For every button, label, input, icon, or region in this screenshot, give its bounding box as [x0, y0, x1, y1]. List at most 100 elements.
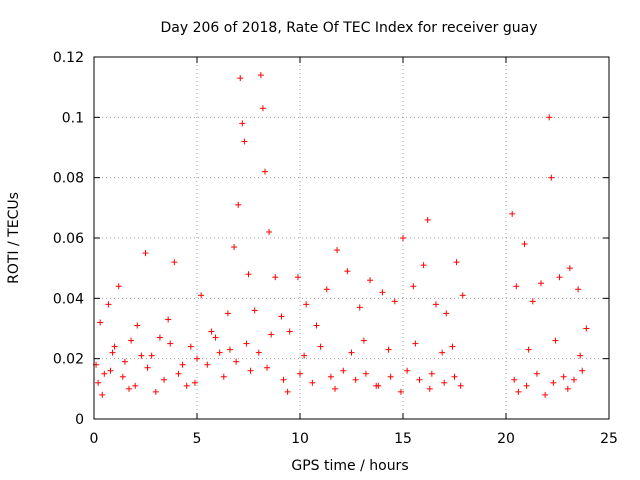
data-point [529, 298, 536, 305]
data-point [441, 379, 448, 386]
data-point [212, 334, 219, 341]
data-point [515, 388, 522, 395]
chart-title: Day 206 of 2018, Rate Of TEC Index for r… [161, 20, 538, 36]
data-point [204, 361, 211, 368]
data-point [424, 216, 431, 223]
data-point [416, 376, 423, 383]
data-point [410, 283, 417, 290]
data-point [171, 259, 178, 266]
data-point [566, 265, 573, 272]
data-point [570, 376, 577, 383]
data-point [577, 352, 584, 359]
data-point [183, 382, 190, 389]
data-point [138, 352, 145, 359]
data-point [453, 259, 460, 266]
data-point [564, 385, 571, 392]
data-point [542, 391, 549, 398]
data-point [294, 274, 301, 281]
data-point [272, 274, 279, 281]
data-point [397, 388, 404, 395]
data-point [439, 349, 446, 356]
x-tick-label: 25 [600, 431, 618, 447]
data-point [575, 286, 582, 293]
data-point [194, 355, 200, 362]
data-point [443, 310, 450, 317]
data-point [245, 271, 252, 278]
data-point [175, 370, 182, 377]
data-point [268, 331, 275, 338]
data-point [134, 322, 141, 329]
data-point [550, 379, 557, 386]
data-point [317, 343, 324, 350]
data-point [198, 292, 205, 299]
data-point [385, 346, 392, 353]
data-point [552, 337, 559, 344]
data-point [179, 361, 186, 368]
data-point [241, 138, 248, 145]
data-point [156, 334, 163, 341]
data-point [237, 75, 244, 82]
data-point [243, 340, 250, 347]
data-point [373, 382, 380, 389]
data-point [344, 268, 351, 275]
data-point [109, 349, 116, 356]
data-point [523, 382, 530, 389]
data-point [556, 274, 563, 281]
data-point [387, 373, 394, 380]
data-point [426, 385, 433, 392]
x-tick-label: 0 [90, 431, 99, 447]
data-point [356, 304, 363, 311]
x-axis-label: GPS time / hours [291, 458, 408, 474]
data-point [167, 340, 174, 347]
data-point [284, 388, 291, 395]
data-point [327, 373, 334, 380]
data-point [101, 370, 108, 377]
data-point [126, 385, 133, 392]
y-tick-label: 0.12 [53, 50, 84, 66]
data-point [132, 382, 139, 389]
data-point [521, 241, 528, 248]
data-point [420, 262, 427, 269]
data-point [220, 373, 227, 380]
data-point [97, 319, 104, 326]
data-point [233, 358, 240, 365]
y-tick-label: 0 [75, 412, 84, 428]
data-point [525, 346, 532, 353]
data-point [165, 316, 172, 323]
data-point [107, 367, 114, 374]
data-point [352, 376, 359, 383]
data-point [348, 349, 355, 356]
data-point [432, 301, 439, 308]
data-point [99, 391, 106, 398]
data-point [313, 322, 320, 329]
data-point [303, 301, 310, 308]
x-tick-label: 5 [193, 431, 202, 447]
data-point [286, 328, 293, 335]
data-point [513, 283, 520, 290]
data-point [239, 120, 246, 127]
data-point [400, 235, 406, 241]
data-point [105, 301, 112, 308]
data-point [121, 358, 128, 365]
data-point [323, 286, 330, 293]
data-point [255, 349, 262, 356]
y-tick-label: 0.04 [53, 291, 84, 307]
data-point [208, 328, 215, 335]
data-point [95, 379, 102, 386]
data-point [391, 298, 398, 305]
y-tick-label: 0.02 [53, 352, 84, 368]
data-point [231, 244, 238, 251]
data-point [144, 364, 151, 371]
data-point [560, 373, 567, 380]
data-point [235, 201, 242, 208]
data-point [261, 168, 268, 175]
data-point [533, 370, 540, 377]
x-tick-label: 15 [394, 431, 412, 447]
data-point [546, 114, 553, 121]
data-point [583, 325, 590, 332]
data-point [226, 346, 233, 353]
data-point [412, 340, 419, 347]
data-point [259, 105, 266, 112]
data-point [301, 352, 308, 359]
data-point [266, 228, 273, 235]
